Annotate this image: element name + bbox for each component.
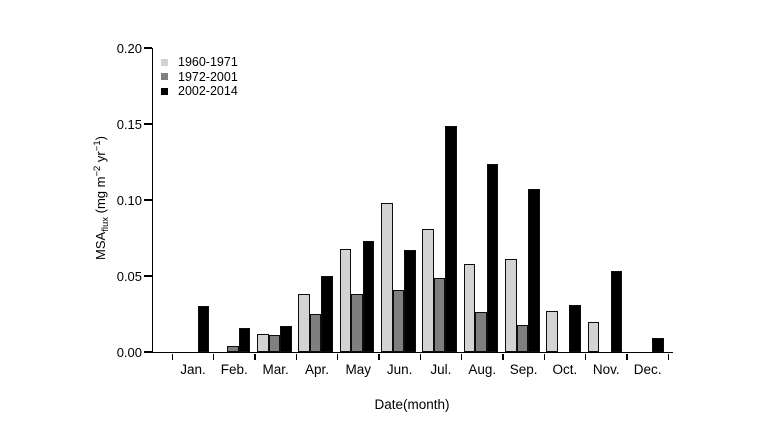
bar-2002-2014-Jan (197, 306, 210, 352)
bar-1960-1971-Aug (463, 263, 476, 352)
bar-1960-1971-May (339, 248, 352, 352)
bar-1960-1971-Sep (504, 259, 517, 352)
x-tick-mark (419, 353, 422, 360)
x-tick-mark (254, 353, 256, 360)
x-tick-mark (295, 353, 298, 360)
x-tick-label-feb: Feb. (220, 362, 248, 377)
y-tick-mark (144, 123, 152, 125)
bar-2002-2014-Apr (321, 276, 334, 352)
bar-1972-2001-Mar (268, 335, 281, 352)
x-tick-label-apr: Apr. (304, 362, 329, 377)
bar-2002-2014-Mar (280, 326, 292, 352)
x-tick-label-aug: Aug. (468, 362, 497, 377)
bar-1960-1971-Apr (298, 294, 310, 352)
x-tick-label-nov: Nov. (592, 362, 620, 377)
bar-2002-2014-Aug (486, 163, 499, 352)
y-tick-label: 0.10 (116, 192, 142, 208)
legend-swatch-icon (161, 73, 168, 81)
x-tick-mark (626, 353, 628, 360)
y-tick-mark (144, 199, 152, 201)
bar-1972-2001-Jul (433, 277, 446, 352)
bar-2002-2014-Nov (610, 271, 623, 352)
bar-1972-2001-May (351, 294, 363, 352)
x-tick-label-sep: Sep. (509, 362, 538, 377)
legend-swatch-icon (161, 87, 168, 95)
x-tick-mark (378, 353, 380, 360)
x-tick-mark (667, 353, 669, 360)
bar-1972-2001-Sep (516, 324, 529, 352)
bar-2002-2014-Feb (238, 327, 251, 352)
bar-1972-2001-Feb (227, 345, 239, 352)
y-axis-title-subscript: flux (100, 216, 111, 232)
x-tick-mark (336, 353, 339, 360)
bar-2002-2014-Dec (652, 338, 664, 352)
x-tick-label-jul: Jul. (430, 362, 452, 377)
legend-item-2002-2014: 2002-2014 (161, 84, 238, 99)
legend-swatch-icon (161, 58, 168, 66)
bar-1960-1971-Jun (380, 203, 393, 352)
legend-label: 1960-1971 (178, 55, 238, 70)
x-tick-label-dec: Dec. (633, 362, 662, 377)
bar-1960-1971-Mar (256, 333, 269, 352)
x-tick-label-jan: Jan. (180, 362, 206, 377)
x-tick-label-jun: Jun. (386, 362, 413, 377)
y-tick-label: 0.05 (116, 268, 142, 284)
legend-item-1960-1971: 1960-1971 (161, 55, 238, 70)
x-tick-mark (502, 353, 504, 360)
y-axis-title-superscript-2: −1 (92, 140, 103, 152)
y-tick-mark (144, 351, 152, 353)
y-tick-label: 0.00 (116, 344, 142, 360)
x-tick-mark (171, 353, 174, 360)
x-tick-mark (584, 353, 587, 360)
bar-2002-2014-Sep (528, 189, 540, 352)
y-tick-mark (144, 47, 152, 49)
x-tick-label-mar: Mar. (262, 362, 289, 377)
legend: 1960-1971 1972-2001 2002-2014 (161, 55, 238, 99)
bar-1972-2001-Apr (309, 314, 322, 352)
legend-label: 1972-2001 (178, 69, 238, 84)
legend-item-1972-2001: 1972-2001 (161, 70, 238, 85)
y-axis-title-base: MSA (93, 231, 108, 260)
legend-label: 2002-2014 (178, 84, 238, 99)
bar-1972-2001-Jun (392, 289, 405, 352)
x-tick-mark (460, 353, 463, 360)
bar-1960-1971-Nov (587, 321, 600, 352)
x-axis-title: Date(month) (374, 397, 450, 412)
bar-2002-2014-Oct (569, 304, 582, 352)
plot-area: 1960-1971 1972-2001 2002-2014 (152, 48, 673, 353)
y-axis-title-units2: yr (93, 151, 108, 166)
x-tick-label-may: May (345, 362, 372, 377)
x-tick-label-oct: Oct. (552, 362, 578, 377)
y-tick-label: 0.15 (116, 116, 142, 132)
y-tick-label: 0.20 (116, 40, 142, 56)
x-tick-mark (543, 353, 546, 360)
y-tick-mark (144, 275, 152, 277)
bar-1972-2001-Aug (475, 312, 487, 352)
x-tick-mark (212, 353, 215, 360)
bar-2002-2014-Jul (445, 125, 458, 352)
bar-2002-2014-May (362, 241, 375, 352)
bar-2002-2014-Jun (404, 250, 416, 352)
y-axis-title-superscript-1: −2 (92, 165, 103, 177)
bar-1960-1971-Jul (422, 228, 434, 352)
bar-1960-1971-Oct (546, 310, 558, 352)
